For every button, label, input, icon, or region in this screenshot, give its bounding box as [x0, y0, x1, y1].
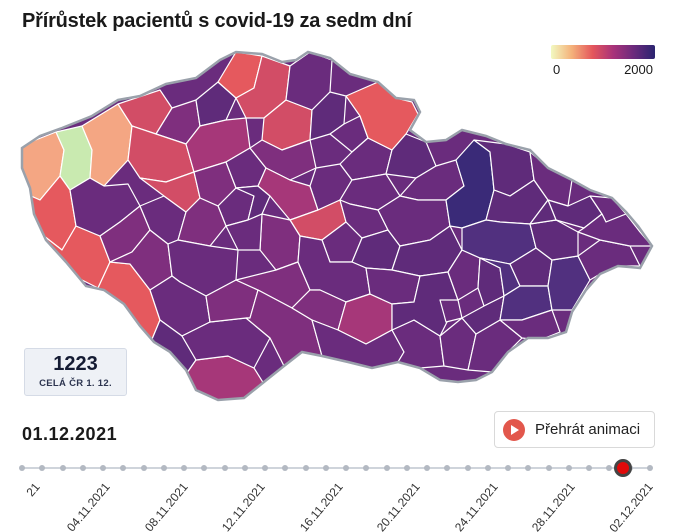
timeline-day-dot[interactable]: [525, 465, 532, 471]
timeline-date-label: 16.11.2021: [296, 480, 346, 532]
legend-min-label: 0: [553, 62, 561, 77]
page-title: Přírůstek pacientů s covid-19 za sedm dn…: [22, 10, 412, 32]
national-label: CELÁ ČR 1. 12.: [39, 378, 112, 389]
timeline-day-dot[interactable]: [302, 465, 309, 471]
timeline-day-dot[interactable]: [343, 465, 350, 471]
timeline-day-dot[interactable]: [100, 465, 107, 471]
district-frydek[interactable]: [577, 213, 652, 247]
timeline-day-dot[interactable]: [586, 465, 593, 471]
timeline-day-dot[interactable]: [322, 465, 329, 471]
color-legend: 0 2000: [551, 45, 655, 78]
timeline-date-label: 12.11.2021: [218, 480, 268, 532]
timeline-day-dot[interactable]: [484, 465, 491, 471]
timeline-day-dot[interactable]: [19, 465, 25, 471]
current-date: 01.12.2021: [22, 424, 118, 444]
district-praha-jih[interactable]: [225, 213, 263, 251]
national-value: 1223: [53, 353, 98, 375]
timeline-date-label: 04.11.2021: [63, 480, 113, 532]
timeline-day-dot[interactable]: [221, 465, 228, 471]
legend-max-label: 2000: [624, 62, 653, 77]
czech-districts-map: [20, 50, 654, 402]
timeline-day-dot[interactable]: [201, 465, 208, 471]
timeline-day-dot[interactable]: [262, 465, 269, 471]
timeline-day-dot[interactable]: [606, 465, 613, 471]
timeline-day-dot[interactable]: [383, 465, 390, 471]
timeline-day-dot[interactable]: [120, 465, 127, 471]
timeline-handle[interactable]: [614, 459, 632, 477]
timeline-day-dot[interactable]: [39, 465, 46, 471]
district-teplice[interactable]: [195, 81, 237, 127]
timeline-day-dot[interactable]: [464, 465, 471, 471]
timeline-date-label: 02.12.2021: [605, 480, 656, 532]
timeline-date-label: 24.11.2021: [451, 480, 501, 532]
timeline-day-dot[interactable]: [282, 465, 289, 471]
timeline-day-dot[interactable]: [403, 465, 410, 471]
district-uherske-hradiste[interactable]: [499, 309, 561, 341]
timeline-date-label: 20.11.2021: [373, 480, 423, 532]
timeline-day-dot[interactable]: [140, 465, 147, 471]
legend-gradient: [551, 45, 655, 59]
timeline-day-dot[interactable]: [79, 465, 86, 471]
timeline-date-label: 08.11.2021: [141, 480, 191, 532]
timeline-day-dot[interactable]: [363, 465, 370, 471]
timeline-label-partial: 21: [23, 480, 43, 500]
timeline-day-dot[interactable]: [505, 465, 512, 471]
district-moravskoslezsky-south[interactable]: [529, 199, 557, 225]
play-icon: [503, 418, 525, 441]
timeline-day-dot[interactable]: [565, 465, 572, 471]
national-summary-box: 1223 CELÁ ČR 1. 12.: [24, 348, 127, 396]
timeline-day-dot[interactable]: [181, 465, 188, 471]
play-animation-label: Přehrát animaci: [535, 421, 641, 438]
timeline-track[interactable]: [20, 467, 650, 469]
timeline-day-dot[interactable]: [545, 465, 552, 471]
play-animation-button[interactable]: Přehrát animaci: [494, 411, 655, 448]
timeline-day-dot[interactable]: [160, 465, 167, 471]
timeline-day-dot[interactable]: [424, 465, 431, 471]
timeline-day-dot[interactable]: [241, 465, 248, 471]
timeline-day-dot[interactable]: [647, 465, 653, 471]
timeline-day-dot[interactable]: [59, 465, 66, 471]
date-timeline-slider[interactable]: 21 04.11.2021 08.11.2021 12.11.2021 16.11.2…: [0, 452, 676, 532]
timeline-day-dot[interactable]: [444, 465, 451, 471]
timeline-date-label: 28.11.2021: [528, 480, 578, 532]
